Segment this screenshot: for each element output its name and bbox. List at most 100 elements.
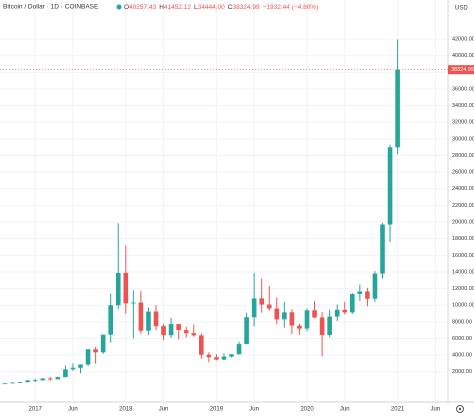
y-tick-label: 12000.00 <box>452 286 474 292</box>
x-tick-label: 2019 <box>210 407 224 413</box>
candle-body <box>146 311 151 331</box>
y-tick-label: 40000.00 <box>452 53 474 59</box>
candle-body <box>251 298 257 318</box>
candle-body <box>199 335 204 355</box>
candle-body <box>85 349 91 365</box>
legend-label: O <box>124 4 129 11</box>
grid <box>0 0 448 402</box>
legend-value: 38324.99 <box>232 4 259 11</box>
candle-body <box>297 325 302 329</box>
candle-body <box>365 291 370 299</box>
candle-body <box>289 312 295 326</box>
last-price-tag <box>448 65 474 75</box>
y-tick-label: 36000.00 <box>452 86 474 92</box>
candle-body <box>380 224 385 274</box>
candle-body <box>63 369 68 378</box>
y-tick-label: 18000.00 <box>452 236 474 242</box>
candle-body <box>334 309 340 317</box>
y-tick-label: 24000.00 <box>452 186 474 192</box>
candle-body <box>387 147 393 225</box>
candle-body <box>108 305 113 335</box>
candle-body <box>372 273 378 299</box>
legend-value: 40257.43 <box>129 4 156 11</box>
candle-body <box>206 354 212 358</box>
y-tick-label: 10000.00 <box>452 303 474 309</box>
candle-body <box>236 344 242 355</box>
y-tick-label: 2000.00 <box>452 369 472 375</box>
candle-body <box>131 302 136 304</box>
candle-body <box>183 330 189 334</box>
candle-body <box>115 272 121 306</box>
candle-body <box>357 291 363 294</box>
candle-body <box>319 317 325 336</box>
y-tick-label: 42000.00 <box>452 37 474 43</box>
candle-body <box>229 354 234 357</box>
y-tick-label: 20000.00 <box>452 220 474 226</box>
x-tick-label: Jun <box>68 407 78 413</box>
candle-body <box>395 69 400 148</box>
chart-title: Bitcoin / Dollar · 1D · COINBASE <box>3 4 99 11</box>
candle-body <box>93 349 98 353</box>
y-tick-label: 4000.00 <box>452 353 472 359</box>
x-tick-label: Jun <box>340 407 350 413</box>
candle-body <box>214 357 219 360</box>
y-tick-label: 8000.00 <box>452 319 472 325</box>
last-price-label: 38324.99 <box>451 67 474 73</box>
candle-body <box>153 311 159 327</box>
candle-body <box>304 310 310 329</box>
candle-body <box>221 356 227 360</box>
x-tick-label: 2020 <box>300 407 314 413</box>
candle-body <box>168 324 174 336</box>
candle-body <box>10 382 15 384</box>
y-tick-label: 14000.00 <box>452 269 474 275</box>
candle-body <box>100 334 106 353</box>
candles <box>2 39 400 385</box>
x-tick-label: 2018 <box>119 407 133 413</box>
candle-body <box>266 304 272 309</box>
x-tick-label: Jun <box>159 407 169 413</box>
candle-body <box>191 333 197 336</box>
candle-body <box>70 367 76 370</box>
y-tick-label: 34000.00 <box>452 103 474 109</box>
candle-body <box>274 308 280 320</box>
y-tick-label: 28000.00 <box>452 153 474 159</box>
legend-value: 34444.00 <box>198 4 225 11</box>
legend-value: 41452.12 <box>164 4 191 11</box>
candle-body <box>17 382 23 383</box>
candle-body <box>244 317 249 345</box>
settings-icon[interactable] <box>456 405 464 413</box>
candle-body <box>327 316 332 336</box>
candle-body <box>48 378 53 380</box>
status-dot <box>116 4 122 10</box>
candle-body <box>342 309 348 313</box>
candle-body <box>259 298 264 305</box>
y-tick-label: 26000.00 <box>452 170 474 176</box>
y-tick-label: 30000.00 <box>452 136 474 142</box>
candle-body <box>55 377 61 380</box>
candle-body <box>40 378 46 381</box>
legend-label: L <box>194 4 198 11</box>
ohlc-legend: O40257.43 H41452.12 L34444.00 C38324.99 −193… <box>124 4 318 11</box>
legend-label: H <box>159 4 164 11</box>
legend-label: C <box>228 4 233 11</box>
candle-body <box>161 326 166 336</box>
candle-body <box>350 293 355 313</box>
x-tick-label: Jun <box>431 407 441 413</box>
candle-body <box>32 380 38 382</box>
axes: 2000.00 4000.00 6000.00 8000.00 10000.00 1200… <box>0 37 474 413</box>
x-tick-label: 2017 <box>29 407 43 413</box>
candle-body <box>282 312 287 320</box>
candle-body <box>138 302 144 331</box>
candle-body <box>123 272 129 304</box>
candle-body <box>176 324 181 331</box>
y-tick-label: 16000.00 <box>452 253 474 259</box>
y-tick-label: 22000.00 <box>452 203 474 209</box>
currency-label: USD <box>455 6 468 12</box>
y-tick-label: 32000.00 <box>452 120 474 126</box>
candle-body <box>78 364 83 368</box>
x-tick-label: Jun <box>249 407 259 413</box>
candle-body <box>2 383 8 385</box>
legend-change: −1932.44 (−4.80%) <box>263 4 319 11</box>
candle-body <box>25 380 30 383</box>
